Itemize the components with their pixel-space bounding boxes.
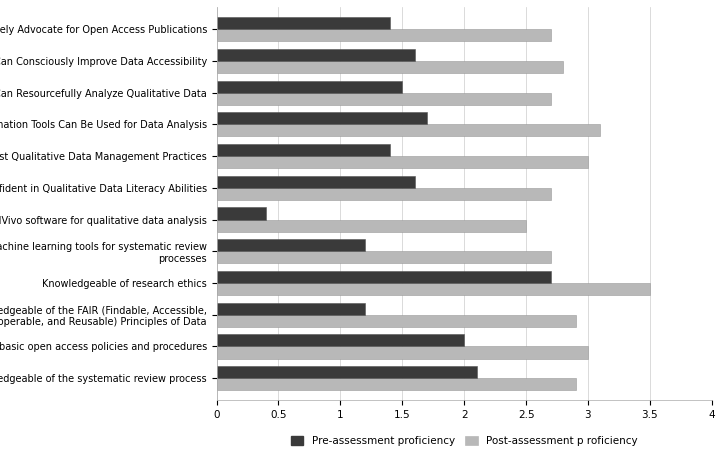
Bar — [217, 124, 600, 136]
Bar — [217, 251, 551, 263]
Bar — [217, 156, 588, 168]
Bar — [217, 81, 402, 93]
Bar — [217, 366, 477, 378]
Bar — [217, 271, 551, 283]
Bar — [217, 112, 427, 124]
Bar — [217, 61, 563, 73]
Bar — [217, 303, 365, 315]
Bar — [217, 49, 414, 61]
Bar — [217, 315, 575, 327]
Bar — [217, 207, 266, 219]
Bar — [217, 144, 390, 156]
Bar — [217, 93, 551, 105]
Bar — [217, 176, 414, 188]
Bar — [217, 29, 551, 41]
Bar — [217, 346, 588, 359]
Bar — [217, 188, 551, 200]
Bar — [217, 283, 650, 295]
Legend: Pre-assessment proficiency, Post-assessment p roficiency: Pre-assessment proficiency, Post-assessm… — [287, 432, 642, 450]
Bar — [217, 17, 390, 29]
Bar — [217, 239, 365, 251]
Bar — [217, 334, 464, 346]
Bar — [217, 219, 526, 232]
Bar — [217, 378, 575, 390]
